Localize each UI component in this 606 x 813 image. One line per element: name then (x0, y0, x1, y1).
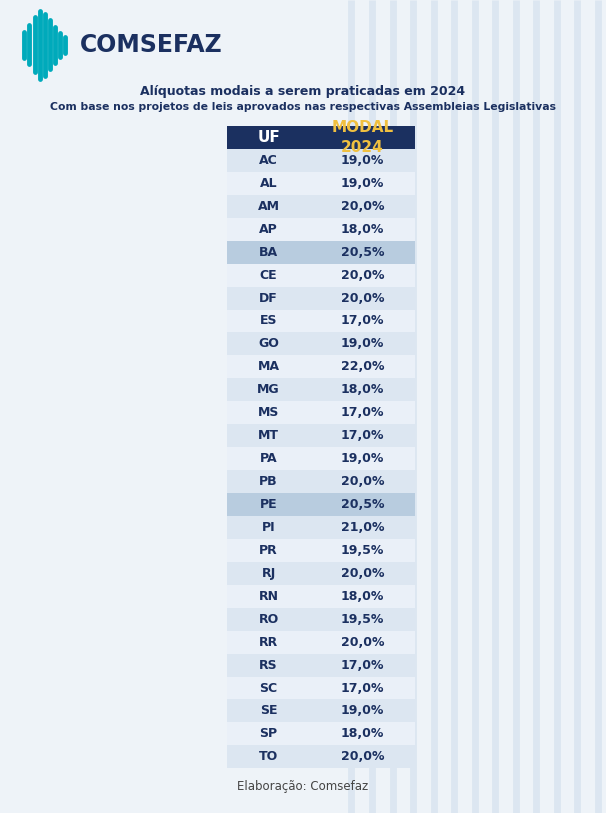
Text: 17,0%: 17,0% (341, 315, 384, 328)
Text: 19,5%: 19,5% (341, 613, 384, 626)
Text: AL: AL (260, 177, 278, 190)
Bar (227, 585, 415, 608)
Bar (227, 241, 415, 263)
Text: DF: DF (259, 292, 278, 305)
Text: 18,0%: 18,0% (341, 383, 384, 396)
Bar (227, 539, 415, 562)
Bar (227, 195, 415, 218)
Text: 19,0%: 19,0% (341, 337, 384, 350)
Text: MS: MS (258, 406, 279, 420)
Text: 20,0%: 20,0% (341, 292, 384, 305)
Text: 19,5%: 19,5% (341, 544, 384, 557)
Text: 17,0%: 17,0% (341, 406, 384, 420)
Bar (227, 723, 415, 746)
Text: Alíquotas modais a serem praticadas em 2024: Alíquotas modais a serem praticadas em 2… (141, 85, 465, 98)
Bar (227, 424, 415, 447)
Text: 18,0%: 18,0% (341, 728, 384, 741)
Text: Elaboração: Comsefaz: Elaboração: Comsefaz (238, 780, 368, 793)
Text: PA: PA (260, 452, 278, 465)
Text: 18,0%: 18,0% (341, 589, 384, 602)
Text: COMSEFAZ: COMSEFAZ (80, 33, 222, 57)
Text: SP: SP (259, 728, 278, 741)
Text: BA: BA (259, 246, 278, 259)
Bar (227, 470, 415, 493)
Text: RR: RR (259, 636, 278, 649)
Text: TO: TO (259, 750, 278, 763)
Text: 17,0%: 17,0% (341, 681, 384, 694)
Bar (227, 149, 415, 172)
Text: UF: UF (257, 130, 280, 145)
Text: 20,5%: 20,5% (341, 498, 384, 511)
Text: RO: RO (258, 613, 279, 626)
Text: RJ: RJ (261, 567, 276, 580)
Bar (227, 699, 415, 723)
Text: 21,0%: 21,0% (341, 521, 384, 534)
Text: MT: MT (258, 429, 279, 442)
Bar (227, 333, 415, 355)
Text: 17,0%: 17,0% (341, 429, 384, 442)
Text: AM: AM (258, 200, 279, 213)
Bar (227, 493, 415, 516)
Bar (227, 562, 415, 585)
Bar (227, 218, 415, 241)
Text: PE: PE (260, 498, 278, 511)
Text: 22,0%: 22,0% (341, 360, 384, 373)
Bar (227, 263, 415, 287)
Bar (227, 126, 415, 149)
Text: 20,0%: 20,0% (341, 567, 384, 580)
Bar (227, 676, 415, 699)
Text: SC: SC (259, 681, 278, 694)
Bar (227, 447, 415, 470)
Text: 20,0%: 20,0% (341, 636, 384, 649)
Text: ES: ES (260, 315, 278, 328)
Text: Com base nos projetos de leis aprovados nas respectivas Assembleias Legislativas: Com base nos projetos de leis aprovados … (50, 102, 556, 112)
Text: PR: PR (259, 544, 278, 557)
Text: 19,0%: 19,0% (341, 177, 384, 190)
Text: 19,0%: 19,0% (341, 704, 384, 717)
Text: 17,0%: 17,0% (341, 659, 384, 672)
Text: PI: PI (262, 521, 275, 534)
Text: 19,0%: 19,0% (341, 154, 384, 167)
Bar (227, 608, 415, 631)
Text: 20,0%: 20,0% (341, 750, 384, 763)
Text: SE: SE (260, 704, 278, 717)
Text: RS: RS (259, 659, 278, 672)
Text: MA: MA (258, 360, 279, 373)
Text: AC: AC (259, 154, 278, 167)
Bar (227, 355, 415, 378)
Text: CE: CE (260, 268, 278, 281)
Bar (227, 287, 415, 310)
Bar (227, 516, 415, 539)
Text: 20,5%: 20,5% (341, 246, 384, 259)
Text: 20,0%: 20,0% (341, 268, 384, 281)
Text: AP: AP (259, 223, 278, 236)
Text: MODAL
2024: MODAL 2024 (331, 120, 393, 155)
Text: MG: MG (258, 383, 280, 396)
Bar (227, 631, 415, 654)
Bar (227, 172, 415, 195)
Text: 20,0%: 20,0% (341, 200, 384, 213)
Bar (227, 310, 415, 333)
Bar (227, 378, 415, 402)
Bar (227, 746, 415, 768)
Text: GO: GO (258, 337, 279, 350)
Bar (227, 654, 415, 676)
Text: 20,0%: 20,0% (341, 475, 384, 488)
Bar (227, 402, 415, 424)
Text: PB: PB (259, 475, 278, 488)
Text: 18,0%: 18,0% (341, 223, 384, 236)
Text: 19,0%: 19,0% (341, 452, 384, 465)
Text: RN: RN (259, 589, 279, 602)
